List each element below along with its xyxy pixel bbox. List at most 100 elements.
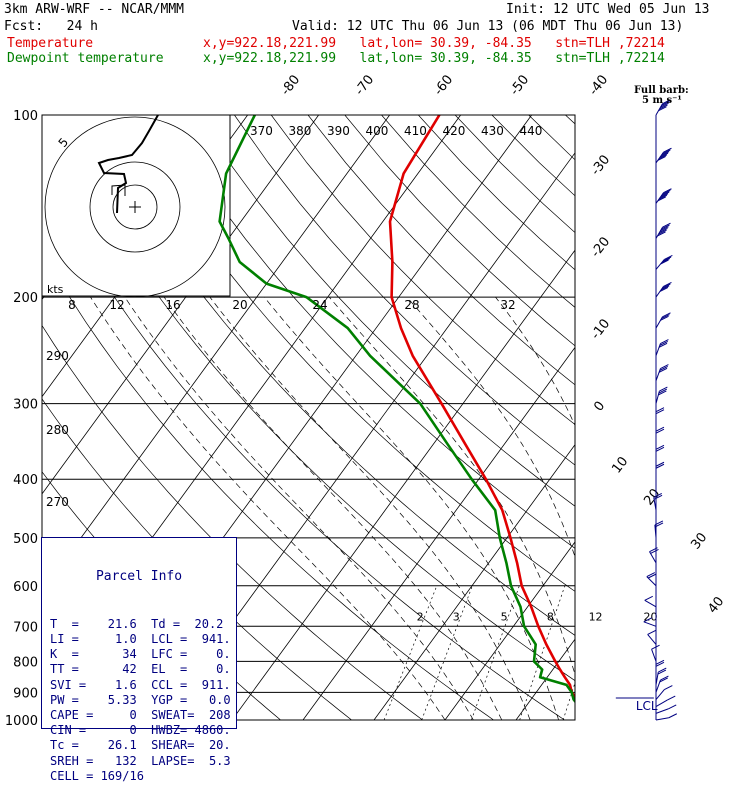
isotherm-label: -40 [586,72,611,98]
mixing-ratio-label: 3 [453,610,460,623]
wind-barb-flag [651,549,659,553]
wind-barb-flag [656,464,664,468]
parcel-info-row: PW = 5.33 YGP = 0.0 [42,693,236,708]
parcel-info-row: LI = 1.0 LCL = 941. [42,632,236,647]
wind-barb-staff [645,600,656,607]
isotherm-line [232,115,674,720]
hodo-speed-label: 28 [404,298,419,312]
barb-legend-value: 5 m s⁻¹ [634,96,689,106]
wind-barb [645,596,656,607]
theta-label: 430 [481,124,504,138]
pressure-tick-label: 600 [13,580,38,595]
moist-adiabat [210,297,530,720]
wind-barb-flag [656,662,664,666]
parcel-info-title: Parcel Info [42,568,236,586]
pressure-tick-label: 500 [13,532,38,547]
mixing-ratio-line [520,586,565,720]
theta-label: 420 [443,124,466,138]
wind-barb-flag [656,408,664,412]
mixing-ratio-line [563,586,606,720]
pressure-tick-label: 700 [13,620,38,635]
isotherm-label: -60 [431,72,456,98]
wind-barb [656,189,671,204]
dry-adiabat [345,115,740,720]
hodo-speed-label: 24 [312,298,327,312]
wind-barb [656,223,671,238]
moist-adiabat [407,297,616,720]
barb-legend: Full barb: 5 m s⁻¹ [634,86,689,106]
parcel-info-row: TT = 42 EL = 0. [42,662,236,677]
wind-barb-staff [650,552,657,563]
wind-barb [656,255,672,269]
dry-adiabat [639,115,740,720]
wind-barb [656,408,664,425]
wind-barb-staff [656,690,664,700]
isotherm-label: -50 [507,72,532,98]
dry-adiabat [418,115,740,720]
theta-label: 380 [289,124,312,138]
wind-barb-staff [652,649,656,661]
wind-barb [656,676,668,692]
wind-barb-flag [656,447,664,451]
wind-barb-flag [656,429,664,433]
hodo-speed-label: 32 [500,298,515,312]
theta-label: 400 [366,124,389,138]
theta-label: 390 [327,124,350,138]
wind-barb-flag [667,696,675,700]
moist-adiabat [726,297,731,720]
pressure-tick-label: 900 [13,686,38,701]
parcel-info-row: CIN = 0 HWBZ= 4860. [42,723,236,738]
wind-barb-flag [656,462,664,466]
hodo-speed-label: 8 [68,298,76,312]
mixing-ratio-label: 2 [417,610,424,623]
temperature-line [390,115,601,720]
isotherm-line [587,115,740,720]
isotherm-label: -20 [588,234,613,260]
theta-label: 440 [520,124,543,138]
dry-adiabat [271,115,740,720]
wind-barb [656,365,668,381]
wind-barb-flag [648,574,656,578]
wind-barb-flag [664,686,672,690]
hodograph-units: kts [47,283,64,296]
wind-barb [656,282,671,297]
wind-barb-flag [648,630,656,634]
isotherm-label: 20 [641,486,663,508]
wind-barb-staff [647,577,656,586]
pressure-tick-label: 100 [13,109,38,124]
mixing-ratio-label: 8 [547,610,554,623]
wind-barb [656,714,677,720]
theta-label: 290 [46,349,69,363]
theta-label: 370 [250,124,273,138]
wind-barb-flag [656,427,664,431]
dry-adiabat [455,115,740,720]
mixing-ratio-line [384,586,437,720]
isotherm-label: 30 [688,530,710,552]
parcel-info-row: CAPE = 0 SWEAT= 208 [42,708,236,723]
parcel-info-row: SVI = 1.6 CCL = 911. [42,678,236,693]
wind-barb-flag [645,596,653,600]
parcel-info-row: Tc = 26.1 SHEAR= 20. [42,738,236,753]
isotherm-label: 0 [591,399,608,415]
dry-adiabat [602,115,740,720]
dry-adiabat [198,115,740,720]
lcl-label: LCL [636,699,658,713]
mixing-ratio-line [471,586,519,720]
dry-adiabat [565,115,740,720]
isotherm-line [658,115,740,720]
isotherm-label: -30 [588,152,613,178]
pressure-tick-label: 200 [13,291,38,306]
hodo-speed-label: 12 [109,298,124,312]
dewpoint-line [220,115,589,720]
wind-barb [656,660,664,677]
isotherm-label: 10 [609,454,631,476]
isotherm-label: -10 [588,316,613,342]
isotherm-line [516,115,740,720]
isotherm-label: -70 [352,72,377,98]
isotherm-line [445,115,740,720]
dry-adiabat [492,115,740,720]
wind-barb [656,427,664,444]
wind-barb [656,668,666,685]
